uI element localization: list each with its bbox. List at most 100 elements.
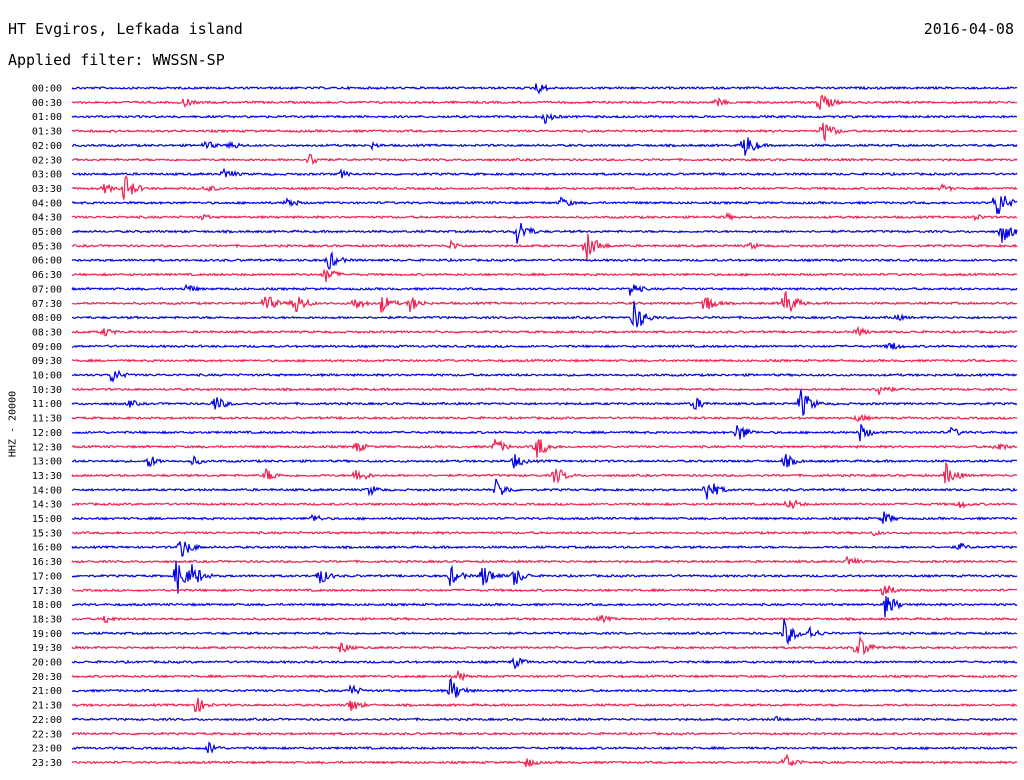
- row-label-0700: 07:00: [32, 284, 62, 295]
- row-label-0000: 00:00: [32, 84, 62, 95]
- trace-0330: [71, 175, 1018, 200]
- row-label-0500: 05:00: [32, 227, 62, 238]
- row-label-1930: 19:30: [32, 643, 62, 654]
- trace-1500: [71, 511, 1018, 524]
- row-label-1030: 10:30: [32, 385, 62, 396]
- date-label: 2016-04-08: [923, 20, 1014, 38]
- row-label-2300: 23:00: [32, 744, 62, 755]
- trace-1230: [71, 439, 1018, 458]
- trace-0200: [71, 137, 1018, 156]
- row-label-1600: 16:00: [32, 543, 62, 554]
- trace-1830: [71, 614, 1018, 624]
- row-label-0830: 08:30: [32, 327, 62, 338]
- row-label-0730: 07:30: [32, 299, 62, 310]
- row-label-2330: 23:30: [32, 758, 62, 769]
- row-label-0600: 06:00: [32, 256, 62, 267]
- row-label-1330: 13:30: [32, 471, 62, 482]
- trace-0700: [71, 283, 1018, 296]
- row-label-2230: 22:30: [32, 729, 62, 740]
- trace-0630: [71, 268, 1018, 283]
- row-label-0800: 08:00: [32, 313, 62, 324]
- row-label-0900: 09:00: [32, 342, 62, 353]
- trace-2100: [71, 677, 1018, 698]
- row-label-1800: 18:00: [32, 600, 62, 611]
- row-label-1630: 16:30: [32, 557, 62, 568]
- row-label-0430: 04:30: [32, 213, 62, 224]
- row-label-1200: 12:00: [32, 428, 62, 439]
- trace-0300: [71, 167, 1018, 179]
- trace-2230: [71, 731, 1018, 737]
- trace-0900: [71, 342, 1018, 350]
- trace-1900: [71, 618, 1018, 646]
- trace-1300: [71, 454, 1018, 469]
- row-label-0300: 03:00: [32, 170, 62, 181]
- trace-0730: [71, 290, 1018, 314]
- trace-2130: [71, 697, 1018, 713]
- trace-0500: [71, 223, 1018, 244]
- row-label-1530: 15:30: [32, 528, 62, 539]
- row-label-2130: 21:30: [32, 701, 62, 712]
- trace-1800: [71, 596, 1018, 618]
- row-label-2200: 22:00: [32, 715, 62, 726]
- trace-0100: [71, 112, 1018, 125]
- trace-2000: [71, 656, 1018, 670]
- row-label-0230: 02:30: [32, 155, 62, 166]
- trace-0000: [71, 83, 1018, 95]
- trace-1600: [71, 541, 1018, 558]
- trace-1000: [72, 369, 1018, 383]
- trace-1030: [71, 385, 1018, 395]
- trace-1930: [71, 635, 1018, 656]
- row-label-1500: 15:00: [32, 514, 62, 525]
- trace-1730: [72, 585, 1018, 596]
- row-label-0130: 01:30: [32, 127, 62, 138]
- row-label-0530: 05:30: [32, 241, 62, 252]
- trace-0530: [71, 233, 1018, 260]
- row-label-1700: 17:00: [32, 571, 62, 582]
- trace-0930: [71, 358, 1018, 363]
- trace-1530: [71, 529, 1018, 537]
- trace-2030: [71, 670, 1018, 682]
- trace-0230: [71, 153, 1018, 166]
- row-label-0330: 03:30: [32, 184, 62, 195]
- row-label-1730: 17:30: [32, 586, 62, 597]
- row-label-1830: 18:30: [32, 614, 62, 625]
- row-label-2100: 21:00: [32, 686, 62, 697]
- row-label-1130: 11:30: [32, 414, 62, 425]
- trace-2300: [71, 741, 1018, 754]
- trace-0430: [71, 212, 1018, 222]
- row-label-1100: 11:00: [32, 399, 62, 410]
- row-label-1000: 10:00: [32, 371, 62, 382]
- row-label-1400: 14:00: [32, 485, 62, 496]
- trace-0400: [71, 195, 1018, 215]
- row-label-1230: 12:30: [32, 442, 62, 453]
- station-title: HT Evgiros, Lefkada island: [8, 20, 243, 38]
- trace-1630: [71, 555, 1018, 565]
- row-label-0400: 04:00: [32, 198, 62, 209]
- trace-1200: [71, 424, 1018, 442]
- trace-0030: [71, 94, 1018, 110]
- trace-0800: [71, 301, 1018, 328]
- trace-0830: [71, 325, 1018, 337]
- row-label-1900: 19:00: [32, 629, 62, 640]
- trace-2330: [71, 753, 1018, 768]
- trace-0130: [71, 122, 1018, 143]
- row-label-0930: 09:30: [32, 356, 62, 367]
- row-label-2000: 20:00: [32, 658, 62, 669]
- trace-1700: [71, 560, 1018, 594]
- row-label-1430: 14:30: [32, 500, 62, 511]
- trace-1400: [71, 478, 1018, 500]
- trace-1330: [71, 461, 1018, 484]
- row-label-0200: 02:00: [32, 141, 62, 152]
- row-label-0030: 00:30: [32, 98, 62, 109]
- row-label-2030: 20:30: [32, 672, 62, 683]
- filter-label: Applied filter: WWSSN-SP: [8, 51, 225, 69]
- trace-1100: [71, 389, 1018, 417]
- row-label-0100: 01:00: [32, 112, 62, 123]
- trace-1130: [71, 413, 1018, 423]
- row-label-1300: 13:00: [32, 457, 62, 468]
- trace-2200: [71, 715, 1018, 722]
- row-label-0630: 06:30: [32, 270, 62, 281]
- trace-1430: [71, 499, 1018, 510]
- trace-0600: [71, 251, 1018, 270]
